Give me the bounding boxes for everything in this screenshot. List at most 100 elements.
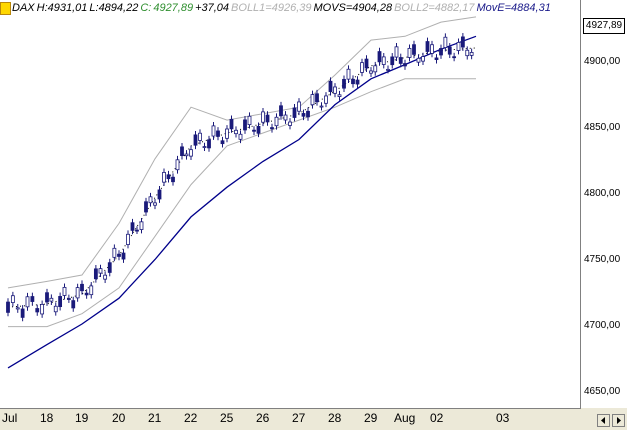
candle-body xyxy=(45,292,49,303)
x-tick-25: 25 xyxy=(220,411,234,425)
candle-body xyxy=(421,56,425,62)
y-tick-4750: 4750,00 xyxy=(584,254,621,265)
header-symbol: DAX xyxy=(12,2,35,14)
x-tick-29: 29 xyxy=(364,411,378,425)
candle-body xyxy=(80,283,84,292)
candle-body xyxy=(386,68,390,71)
candle-body xyxy=(98,268,103,274)
candle-body xyxy=(337,94,342,97)
candle-body xyxy=(301,113,306,117)
x-tick-jul: Jul xyxy=(2,411,18,425)
header-close-label: C: xyxy=(140,2,152,14)
candle-body xyxy=(225,128,229,139)
candle-body xyxy=(319,105,324,108)
candle-body xyxy=(49,297,54,302)
candle-body xyxy=(216,130,220,137)
candle-body xyxy=(75,287,80,299)
candle-body xyxy=(439,48,443,56)
candle-body xyxy=(434,57,439,60)
candle-body xyxy=(443,36,448,48)
x-tick-26: 26 xyxy=(256,411,270,425)
header-boll2: BOLL2=4882,17 xyxy=(394,2,475,14)
candle-body xyxy=(166,174,171,180)
candle-body xyxy=(270,127,274,130)
x-tick-20: 20 xyxy=(112,411,126,425)
candle-body xyxy=(243,119,247,131)
candle-body xyxy=(35,308,40,313)
candle-body xyxy=(103,274,108,280)
candle-body xyxy=(175,159,180,171)
candle-body xyxy=(342,78,346,89)
navigation-icons[interactable] xyxy=(597,414,625,427)
candle-body xyxy=(324,95,328,104)
candle-body xyxy=(207,139,211,149)
candle-body xyxy=(20,308,25,318)
candle-body xyxy=(157,189,162,200)
x-tick-28: 28 xyxy=(328,411,342,425)
candle-body xyxy=(229,118,234,130)
candle-body xyxy=(6,301,10,313)
y-axis xyxy=(581,0,627,408)
candle-body xyxy=(306,110,310,118)
candle-body xyxy=(62,286,67,296)
plot-area[interactable] xyxy=(0,0,581,409)
candle-body xyxy=(265,114,270,123)
header-close: 4927,89 xyxy=(153,2,194,14)
candle-body xyxy=(193,134,198,146)
candle-body xyxy=(220,140,225,145)
candle-body xyxy=(297,101,301,112)
candle-body xyxy=(84,292,89,296)
candle-body xyxy=(162,172,166,183)
header-movs: MOVS=4904,28 xyxy=(313,2,393,14)
candle-body xyxy=(10,295,15,303)
candle-body xyxy=(202,146,207,148)
candle-body xyxy=(107,262,112,273)
series-line-boll1 xyxy=(7,16,477,289)
series-line-movs xyxy=(7,47,477,308)
candle-body xyxy=(390,56,395,66)
candle-body xyxy=(135,229,139,232)
x-tick-18: 18 xyxy=(40,411,54,425)
x-tick-02: 02 xyxy=(430,411,444,425)
candle-body xyxy=(310,94,315,106)
x-tick-22: 22 xyxy=(184,411,198,425)
x-axis xyxy=(0,409,627,430)
candle-body xyxy=(89,285,94,296)
candle-body xyxy=(15,307,20,310)
candle-body xyxy=(412,44,416,55)
header-boll1: BOLL1=4926,39 xyxy=(231,2,312,14)
candle-body xyxy=(398,57,403,64)
candle-body xyxy=(247,115,252,126)
candle-body xyxy=(315,93,319,103)
candle-body xyxy=(283,114,288,121)
candle-body xyxy=(126,233,130,245)
candle-body xyxy=(93,268,98,280)
series-line-boll2 xyxy=(8,78,476,328)
x-tick-aug: Aug xyxy=(394,411,416,425)
candle-body xyxy=(148,196,153,204)
candle-body xyxy=(425,41,430,52)
candle-body xyxy=(333,86,337,94)
chart-header: DAX H:4931,01 L:4894,22 C: 4927,89 +37,04 BOLL… xyxy=(12,2,553,14)
last-price-tag: 4927,89 xyxy=(583,18,625,34)
header-move: MovE=4884,31 xyxy=(476,2,551,14)
candle-body xyxy=(139,221,144,230)
candle-body xyxy=(112,247,117,258)
candle-body xyxy=(121,252,126,260)
candle-body xyxy=(144,201,148,213)
candle-body xyxy=(211,125,216,137)
candle-body xyxy=(53,305,58,313)
candle-body xyxy=(252,129,256,132)
candle-body xyxy=(460,36,465,48)
y-tick-4700: 4700,00 xyxy=(584,320,621,331)
x-tick-03: 03 xyxy=(496,411,510,425)
y-tick-4800: 4800,00 xyxy=(584,188,621,199)
candle-body xyxy=(373,65,378,73)
y-tick-4850: 4850,00 xyxy=(584,122,621,133)
candle-body xyxy=(238,133,243,140)
candle-body xyxy=(416,57,421,63)
candle-body xyxy=(171,176,175,183)
x-tick-21: 21 xyxy=(148,411,162,425)
y-tick-4650: 4650,00 xyxy=(584,386,621,397)
